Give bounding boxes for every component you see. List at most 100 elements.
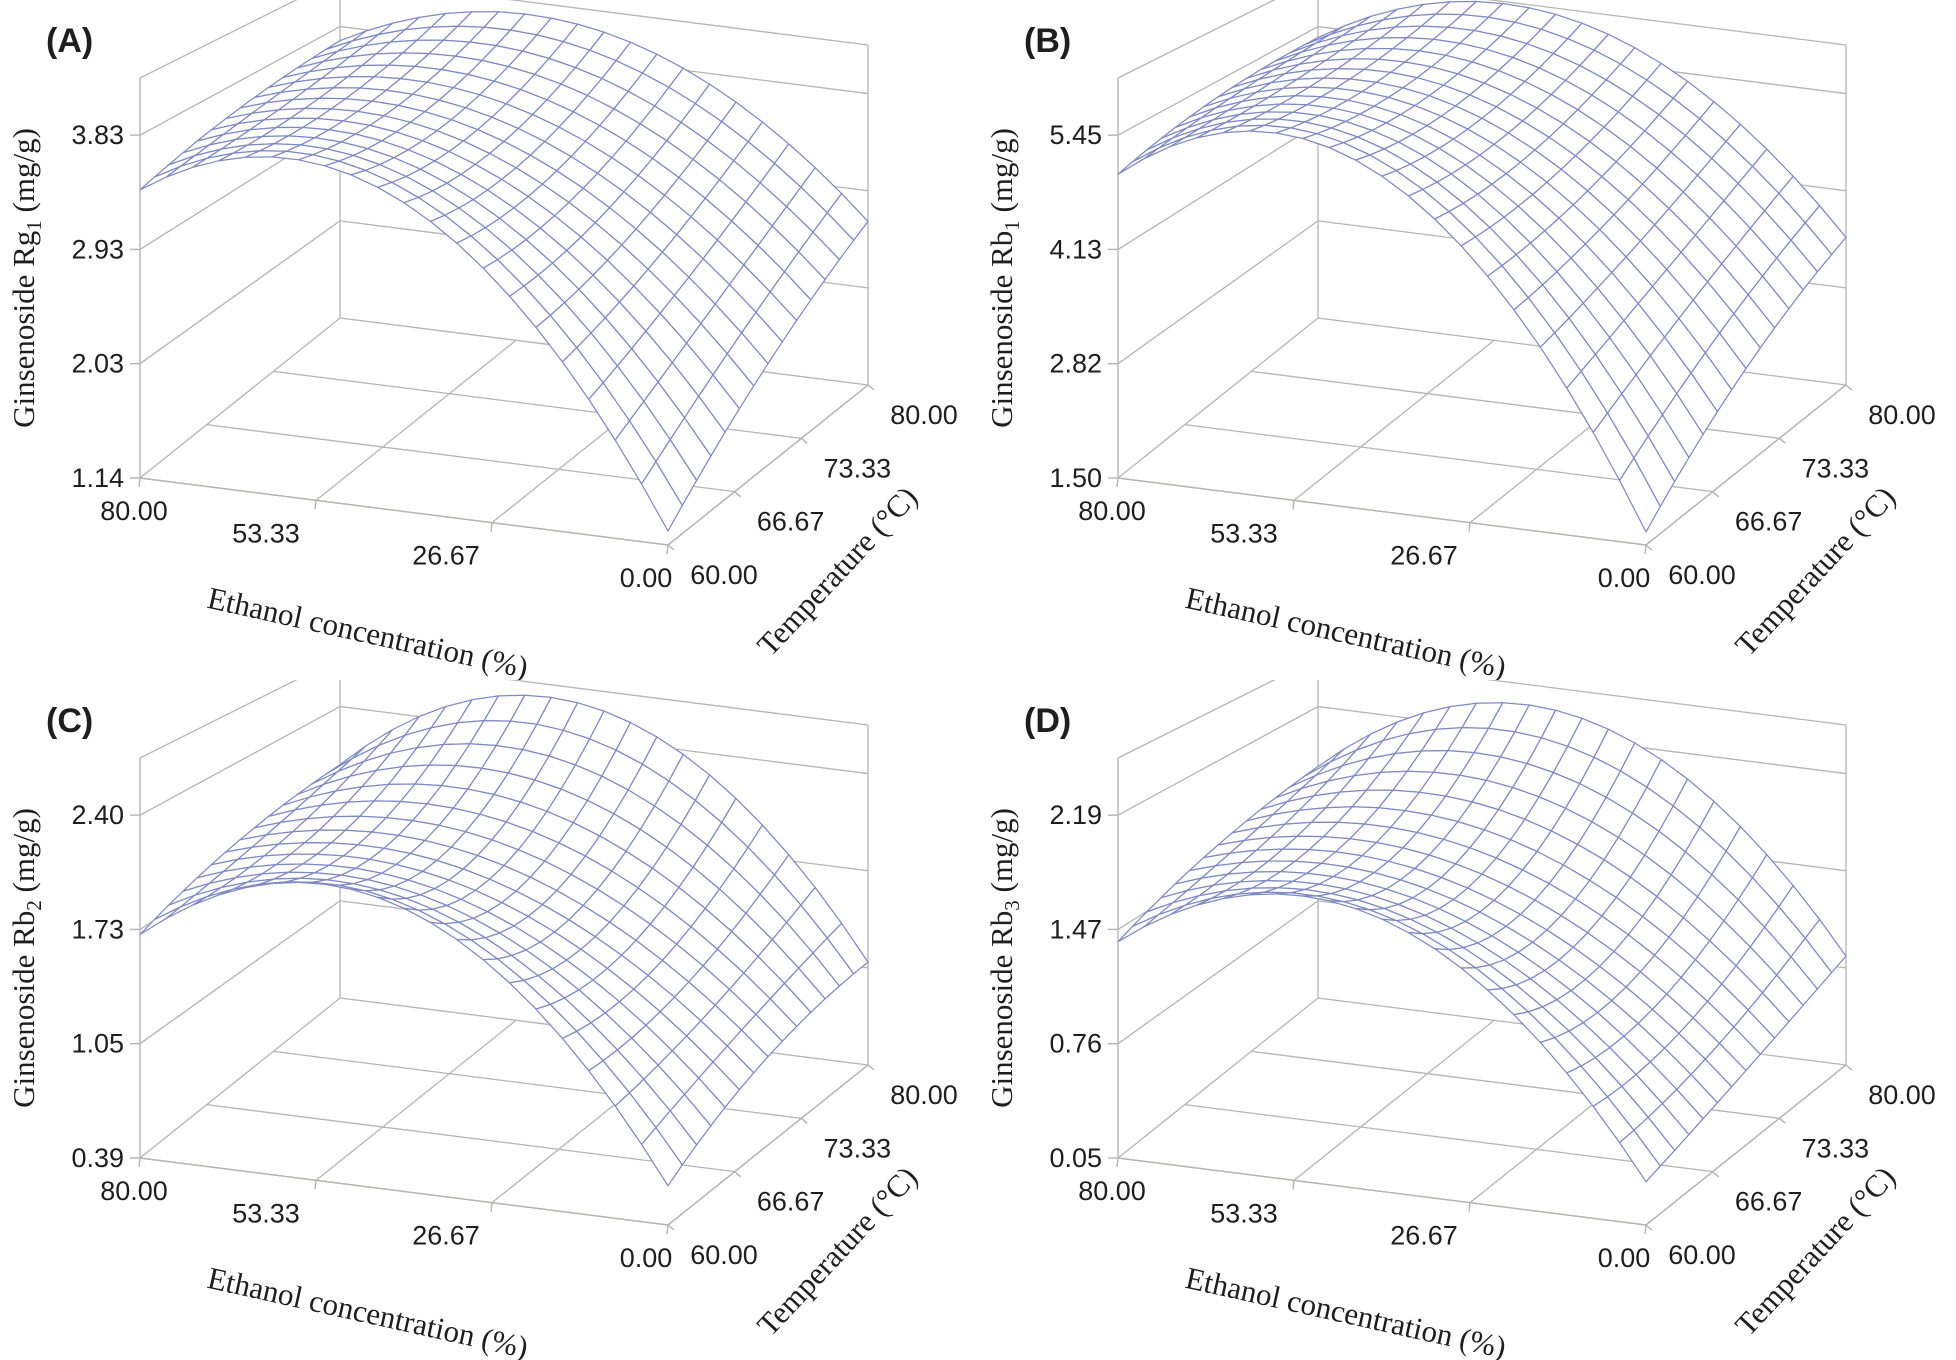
- temperature-tick-label: 73.33: [1802, 1133, 1870, 1163]
- frame-line: [1645, 384, 1847, 546]
- surface-mesh: [1117, 0, 1847, 533]
- surface-quad: [640, 1126, 683, 1187]
- temperature-tick-label: 80.00: [890, 400, 958, 430]
- panel-letter: (B): [1024, 22, 1071, 60]
- z-tick-label: 2.19: [1049, 800, 1102, 830]
- surface-quad: [1618, 1129, 1661, 1183]
- frame-line: [1184, 1104, 1713, 1173]
- frame-line: [315, 1019, 517, 1181]
- frame-line: [490, 1202, 493, 1212]
- z-axis-title: Ginsenoside Rb3 (mg/g): [984, 808, 1024, 1108]
- z-tick-label: 1.47: [1049, 914, 1102, 944]
- frame-line: [734, 1171, 742, 1178]
- frame-line: [867, 384, 875, 391]
- temperature-tick-label: 66.67: [757, 1187, 825, 1217]
- tick-labels: 1.14 2.03 2.93 3.83 80.00 53.33 26.67 0.00 60.00…: [71, 120, 957, 593]
- surface-quad: [1618, 457, 1661, 533]
- frame-line: [667, 544, 675, 551]
- frame-line: [800, 437, 808, 444]
- panel-letter: (D): [1024, 702, 1071, 740]
- frame-line: [666, 1224, 669, 1235]
- frame-line: [1468, 522, 1471, 532]
- panel-d: 0.05 0.76 1.47 2.19 80.00 53.33 26.67 0.00 60.00…: [978, 680, 1956, 1360]
- ethanol-tick-label: 26.67: [1390, 1221, 1458, 1251]
- frame-line: [1778, 437, 1786, 444]
- z-title-subscript: 1: [1000, 220, 1024, 231]
- frame-line: [206, 1104, 735, 1173]
- z-tick-label: 1.14: [71, 463, 124, 493]
- z-title-prefix: Ginsenoside Rb: [6, 911, 41, 1108]
- z-title-prefix: Ginsenoside Rg: [6, 231, 41, 428]
- frame-line: [138, 477, 141, 488]
- z-title-suffix: (mg/g): [984, 128, 1019, 220]
- z-title-subscript: 1: [22, 220, 46, 231]
- axis-frame: [130, 758, 875, 1235]
- axis-frame: [1108, 78, 1853, 555]
- temperature-tick-label: 80.00: [1868, 400, 1936, 430]
- frame-line: [1845, 1064, 1853, 1071]
- frame-line: [1293, 1019, 1495, 1181]
- ethanol-tick-label: 80.00: [1078, 496, 1146, 526]
- frame-line: [315, 339, 517, 501]
- ethanol-tick-label: 0.00: [620, 1243, 673, 1273]
- temperature-tick-label: 80.00: [890, 1080, 958, 1110]
- frame-line: [1116, 477, 1119, 488]
- frame-line: [139, 680, 298, 759]
- tick-labels: 0.39 1.05 1.73 2.40 80.00 53.33 26.67 0.00 60.00…: [71, 800, 957, 1273]
- ethanol-tick-label: 53.33: [232, 518, 300, 548]
- ethanol-tick-label: 26.67: [412, 541, 480, 571]
- z-title-prefix: Ginsenoside Rb: [984, 231, 1019, 428]
- frame-line: [1117, 0, 1276, 79]
- frame-line: [314, 1180, 317, 1190]
- z-tick-label: 2.40: [71, 800, 124, 830]
- frame-line: [1117, 26, 1319, 136]
- z-tick-label: 0.05: [1049, 1143, 1102, 1173]
- tick-labels: 1.50 2.82 4.13 5.45 80.00 53.33 26.67 0.00 60.00…: [1049, 120, 1935, 593]
- z-tick-label: 3.83: [71, 120, 124, 150]
- z-tick-label: 1.05: [71, 1029, 124, 1059]
- surface-quad: [640, 461, 683, 532]
- temperature-tick-label: 66.67: [757, 507, 825, 537]
- ethanol-tick-label: 0.00: [1598, 1243, 1651, 1273]
- temperature-tick-label: 80.00: [1868, 1080, 1936, 1110]
- temperature-tick-label: 60.00: [1668, 560, 1736, 590]
- frame-line: [1486, 0, 1847, 46]
- frame-line: [734, 491, 742, 498]
- frame-line: [867, 1064, 875, 1071]
- ethanol-tick-label: 26.67: [412, 1221, 480, 1251]
- frame-line: [490, 522, 493, 532]
- frame-line: [1644, 1224, 1647, 1235]
- z-tick-label: 1.73: [71, 914, 124, 944]
- z-tick-label: 2.82: [1049, 349, 1102, 379]
- frame-line: [1117, 900, 1319, 1045]
- frame-line: [1712, 1171, 1720, 1178]
- frame-line: [1845, 384, 1853, 391]
- surface-chart-d: 0.05 0.76 1.47 2.19 80.00 53.33 26.67 0.00 60.00…: [984, 680, 1936, 1360]
- z-axis-title: Ginsenoside Rb2 (mg/g): [6, 808, 46, 1108]
- surface-quad: [1117, 914, 1160, 943]
- panel-letter: (C): [46, 702, 93, 740]
- temperature-tick-label: 73.33: [1802, 453, 1870, 483]
- frame-line: [1468, 1202, 1471, 1212]
- temperature-tick-label: 60.00: [690, 560, 758, 590]
- ethanol-tick-label: 53.33: [232, 1198, 300, 1228]
- frame-line: [139, 317, 341, 479]
- frame-line: [1712, 491, 1720, 498]
- frame-line: [1644, 544, 1647, 555]
- frame-line: [138, 1157, 141, 1168]
- frame-line: [139, 900, 341, 1045]
- frame-line: [1117, 477, 1647, 546]
- z-title-subscript: 2: [22, 900, 46, 911]
- panel-a: 1.14 2.03 2.93 3.83 80.00 53.33 26.67 0.00 60.00…: [0, 0, 978, 680]
- ethanol-tick-label: 80.00: [100, 1176, 168, 1206]
- frame-line: [508, 680, 869, 726]
- frame-line: [667, 1224, 675, 1231]
- ethanol-tick-label: 80.00: [1078, 1176, 1146, 1206]
- frame-line: [1292, 1180, 1295, 1190]
- temperature-tick-label: 60.00: [690, 1240, 758, 1270]
- temperature-tick-label: 73.33: [824, 1133, 892, 1163]
- temperature-tick-label: 66.67: [1735, 1187, 1803, 1217]
- frame-line: [314, 500, 317, 510]
- ethanol-axis-title: Ethanol concentration (%): [1182, 1260, 1509, 1360]
